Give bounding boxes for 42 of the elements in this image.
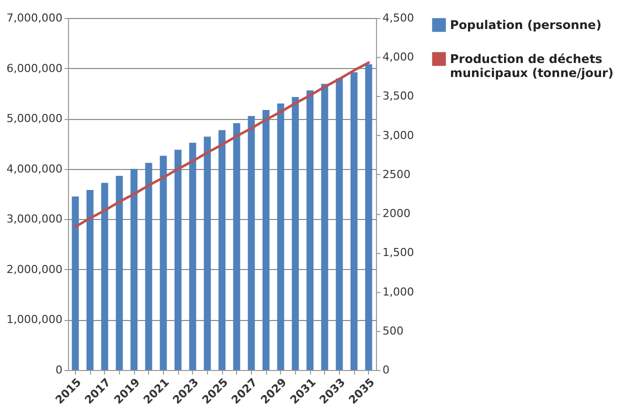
- bar: [116, 176, 123, 370]
- bar: [262, 110, 270, 370]
- bar: [101, 182, 108, 370]
- bar: [306, 90, 314, 370]
- bar: [365, 64, 372, 370]
- y2-tick-label: 0: [382, 364, 390, 376]
- y-tick-label: 1,000,000: [6, 313, 62, 326]
- y2-tick-label: 4,000: [382, 50, 414, 64]
- y-tick-label: 0: [56, 364, 62, 376]
- bar: [130, 168, 138, 370]
- y-tick-label: 3,000,000: [6, 212, 62, 226]
- y2-tick-label: 2500: [382, 168, 410, 181]
- bar: [174, 150, 182, 370]
- y-tick-label: 4,000,000: [6, 162, 62, 176]
- bar: [204, 136, 211, 370]
- bar: [86, 190, 94, 370]
- bar: [336, 78, 343, 370]
- bar: [292, 96, 299, 370]
- bar: [233, 123, 240, 370]
- y2-tick-label: 1,000: [382, 285, 414, 298]
- bar: [248, 116, 255, 370]
- y2-tick-label: 2000: [382, 207, 410, 220]
- y2-tick-label: 1,500: [382, 246, 414, 260]
- bar: [189, 142, 196, 370]
- bar: [160, 156, 167, 370]
- bar: [218, 130, 226, 370]
- legend-label: Production de déchets municipaux (tonne/jour): [450, 52, 614, 80]
- y-tick-label: 5,000,000: [6, 112, 62, 126]
- bar: [277, 103, 284, 370]
- bar: [145, 162, 152, 370]
- y2-tick-label: 4,500: [382, 12, 414, 24]
- bar: [72, 196, 79, 370]
- legend-label: Population (personne): [450, 18, 602, 32]
- y-tick-label: 2,000,000: [6, 262, 62, 276]
- y2-tick-label: 3,000: [382, 128, 414, 142]
- y-tick-label: 6,000,000: [6, 62, 62, 75]
- y-tick-label: 7,000,000: [6, 12, 62, 24]
- bar: [321, 84, 328, 370]
- y2-tick-label: 500: [382, 324, 404, 338]
- bar: [350, 72, 358, 370]
- y2-tick-label: 3,500: [382, 90, 414, 103]
- line-series: [74, 61, 370, 228]
